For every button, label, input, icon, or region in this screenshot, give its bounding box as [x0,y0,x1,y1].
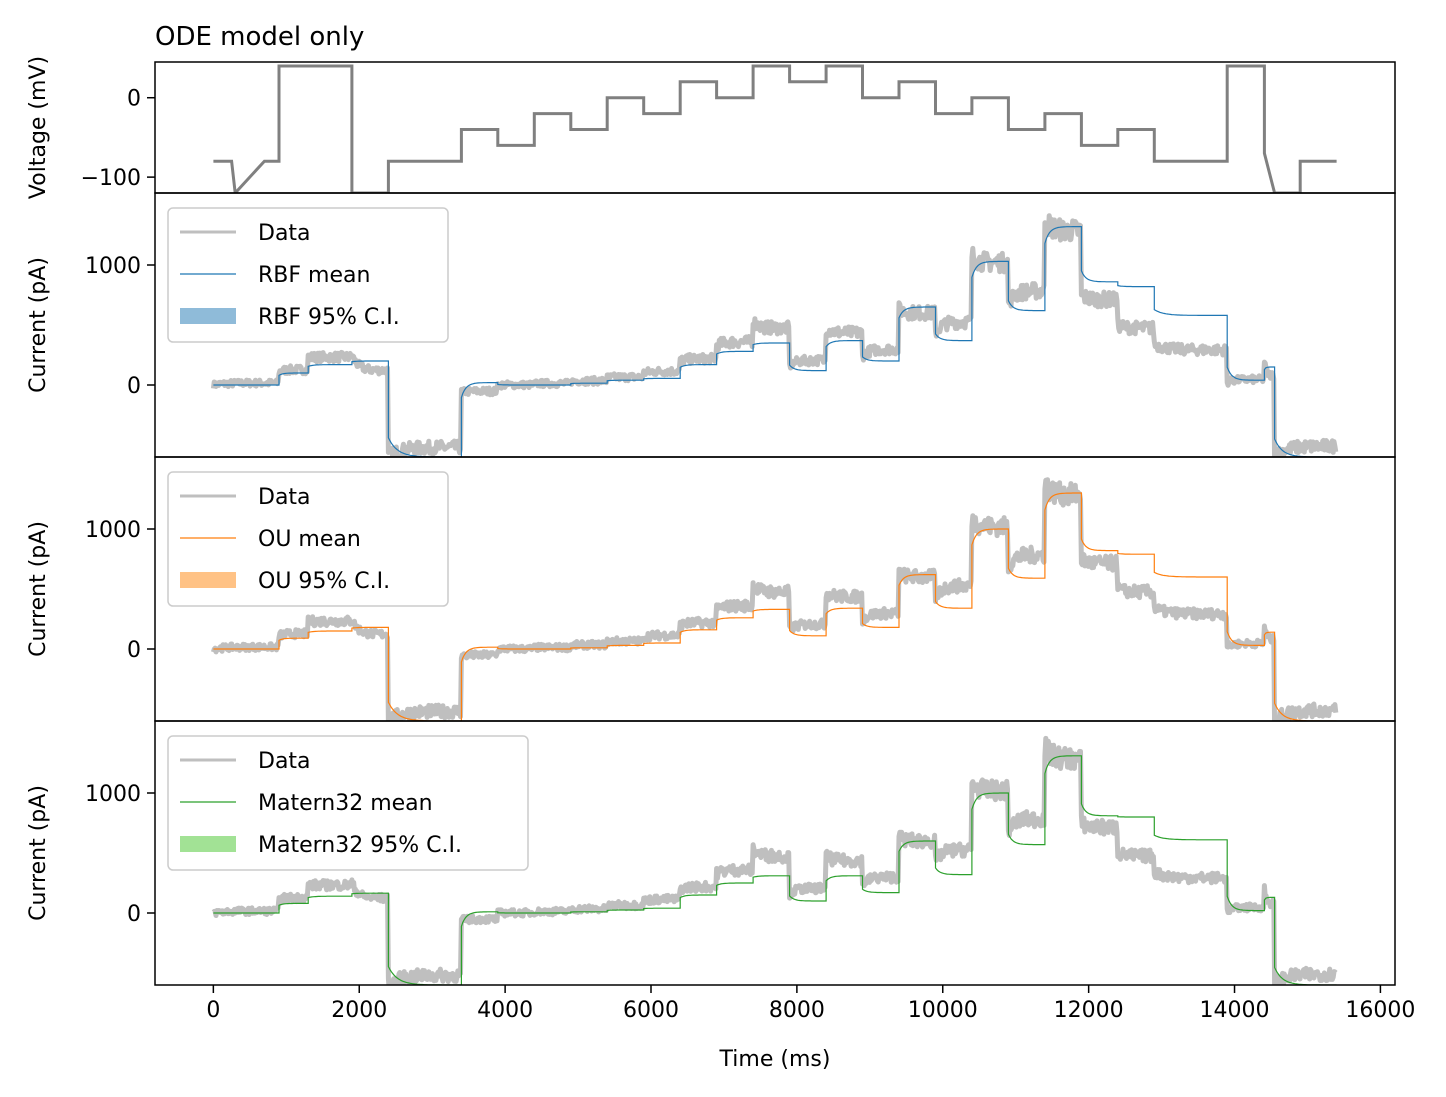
legend-label: OU 95% C.I. [258,569,390,594]
legend-box [167,207,449,343]
legend-box [167,471,449,607]
y-axis-label: Current (pA) [26,521,51,657]
y-tick-label: 0 [127,902,141,927]
x-tick-label: 6000 [623,998,679,1023]
legend-swatch-ci [180,836,236,852]
y-tick-label: 0 [127,638,141,663]
legend: Data RBF mean RBF 95% C.I. [167,207,449,343]
y-tick-label: 1000 [85,518,141,543]
x-tick-label: 2000 [331,998,387,1023]
panel-frame [154,61,1396,194]
x-tick-label: 0 [206,998,220,1023]
y-axis-label: Voltage (mV) [26,56,51,199]
y-tick-label: 0 [127,87,141,112]
data-trace [211,735,1338,985]
chart-title: ODE model only [155,22,364,52]
legend-swatch-ci [180,308,236,324]
panel-0-plot [213,64,1337,193]
x-tick-label: 16000 [1345,998,1415,1023]
voltage-protocol-line [213,64,1337,193]
y-tick-label: −100 [81,166,141,191]
y-axis-label: Current (pA) [26,785,51,921]
panel-3-plot [211,735,1338,985]
legend-label: Data [258,221,311,246]
data-trace [210,477,1339,721]
y-tick-label: 1000 [85,782,141,807]
legend-label: OU mean [258,527,361,552]
legend: Data OU mean OU 95% C.I. [167,471,449,607]
x-tick-label: 14000 [1200,998,1270,1023]
x-tick-label: 10000 [908,998,978,1023]
y-axis-label: Current (pA) [26,257,51,393]
x-tick-label: 8000 [769,998,825,1023]
model-mean-line [213,755,1337,985]
legend: Data Matern32 mean Matern32 95% C.I. [167,735,529,871]
x-axis-label: Time (ms) [719,1047,831,1072]
legend-label: RBF 95% C.I. [258,305,400,330]
legend-box [167,735,529,871]
model-mean-line [213,492,1337,721]
legend-label: Data [258,485,311,510]
x-tick-label: 12000 [1054,998,1124,1023]
legend-label: RBF mean [258,263,370,288]
x-tick-label: 4000 [477,998,533,1023]
panel-2-plot [210,477,1339,721]
legend-label: Matern32 95% C.I. [258,833,462,858]
y-tick-label: 0 [127,374,141,399]
legend-label: Matern32 mean [258,791,433,816]
panel-frame [154,720,1396,986]
model-mean-line [213,226,1337,457]
y-tick-label: 1000 [85,254,141,279]
legend-swatch-ci [180,572,236,588]
legend-label: Data [258,749,311,774]
